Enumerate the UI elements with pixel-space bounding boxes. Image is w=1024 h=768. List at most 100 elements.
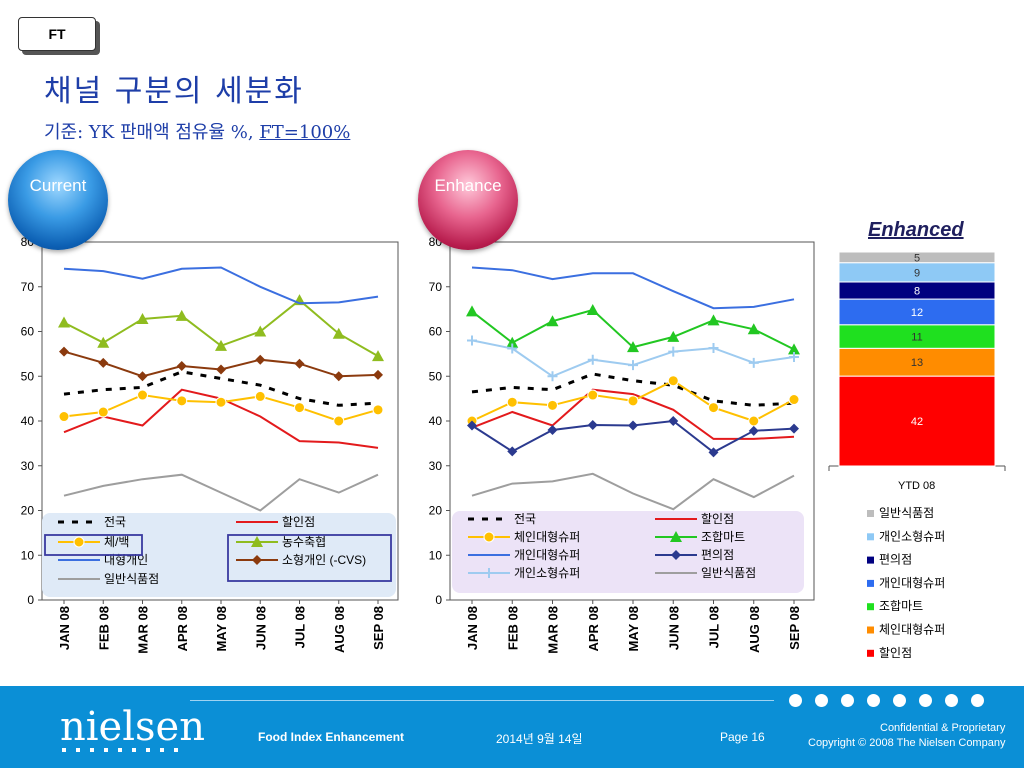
- page-title: 채널 구분의 세분화: [44, 74, 304, 109]
- y-tick-label: 20: [429, 504, 443, 518]
- legend-label: 체인대형슈퍼: [514, 530, 580, 544]
- data-point: [506, 336, 519, 348]
- nielsen-logo: nielsen: [60, 704, 205, 750]
- legend-highlight-box: [44, 534, 143, 556]
- x-tick-label: MAY 08: [626, 606, 641, 652]
- bar-legend-label: 조합마트: [879, 599, 923, 613]
- legend-marker: [484, 568, 494, 578]
- data-point: [294, 358, 305, 369]
- data-point: [136, 312, 149, 324]
- bar-legend-label: 편의점: [879, 553, 912, 567]
- data-point: [372, 404, 384, 416]
- x-tick-label: JAN 08: [57, 606, 72, 650]
- x-tick-label: JUL 08: [707, 606, 722, 648]
- ytd-label: YTD 08: [898, 480, 936, 492]
- series-line: [63, 473, 379, 512]
- data-point: [788, 394, 800, 406]
- nielsen-logo-dots: [62, 748, 182, 752]
- data-point: [628, 360, 638, 371]
- data-point: [255, 354, 266, 365]
- data-point: [668, 416, 679, 426]
- data-point: [333, 415, 345, 427]
- ft-badge: FT: [18, 17, 96, 51]
- bar-legend-swatch: [867, 510, 874, 517]
- bar-segment: [838, 298, 996, 326]
- data-point: [215, 396, 227, 408]
- x-tick-label: APR 08: [586, 606, 601, 652]
- data-point: [98, 357, 109, 368]
- y-tick-label: 70: [429, 280, 443, 294]
- data-point: [628, 420, 638, 431]
- bar-legend-label: 일반식품점: [879, 506, 934, 520]
- bar-legend-label: 개인대형슈퍼: [879, 576, 945, 590]
- x-tick-label: AUG 08: [332, 606, 347, 653]
- data-point: [748, 425, 759, 436]
- y-tick-label: 10: [429, 548, 443, 562]
- footer-copyright: Copyright © 2008 The Nielsen Company: [808, 737, 1006, 749]
- y-tick-label: 70: [21, 280, 35, 294]
- legend-label: 대형개인: [104, 553, 148, 567]
- legend-box: [452, 511, 804, 593]
- series-line: [471, 266, 795, 310]
- bar-segment: [838, 251, 996, 264]
- data-point: [547, 424, 558, 435]
- bar-value-label: 42: [911, 416, 923, 428]
- y-tick-label: 10: [21, 548, 35, 562]
- y-tick-label: 40: [21, 414, 35, 428]
- data-point: [507, 446, 518, 457]
- legend-label: 일반식품점: [701, 566, 756, 580]
- x-tick-label: MAY 08: [214, 606, 229, 652]
- data-point: [58, 411, 70, 423]
- footer-dot: [945, 694, 958, 707]
- bar-value-label: 12: [911, 307, 923, 319]
- legend-label: 편의점: [701, 548, 734, 562]
- data-point: [254, 325, 267, 337]
- series-line: [63, 266, 379, 305]
- legend-marker: [73, 536, 85, 548]
- bar-legend-swatch: [867, 649, 874, 657]
- series-line: [471, 472, 795, 511]
- bar-legend-label: 체인대형슈퍼: [879, 623, 945, 637]
- data-point: [175, 309, 188, 321]
- data-point: [59, 346, 69, 357]
- bar-legend-swatch: [867, 579, 874, 587]
- data-point: [137, 389, 148, 401]
- data-point: [708, 343, 719, 354]
- x-tick-label: MAR 08: [136, 606, 151, 654]
- x-tick-label: JAN 08: [465, 606, 480, 650]
- footer-page: Page 16: [720, 730, 765, 744]
- x-tick-label: FEB 08: [96, 606, 111, 650]
- data-point: [506, 396, 518, 408]
- legend-label: 농수축협: [282, 535, 326, 549]
- footer-dot: [789, 694, 802, 707]
- legend-label: 조합마트: [701, 530, 745, 544]
- bar-value-label: 13: [911, 357, 923, 369]
- footer-dot: [893, 694, 906, 707]
- data-point: [58, 316, 70, 328]
- legend-label: 전국: [104, 515, 126, 529]
- page-subtitle: 기준: YK 판매액 점유율 %, FT=100%: [44, 118, 350, 144]
- legend-label: 소형개인 (-CVS): [282, 553, 366, 567]
- data-point: [667, 375, 679, 387]
- data-point: [668, 346, 679, 357]
- data-point: [667, 330, 680, 342]
- subtitle-prefix: 기준: YK 판매액 점유율 %,: [44, 122, 260, 143]
- data-point: [333, 371, 344, 382]
- data-point: [176, 395, 188, 407]
- data-point: [137, 371, 148, 382]
- data-point: [708, 402, 719, 414]
- footer-dot: [971, 694, 984, 707]
- x-tick-label: APR 08: [175, 606, 190, 652]
- x-tick-label: JUL 08: [293, 606, 308, 648]
- x-tick-label: SEP 08: [371, 606, 386, 650]
- bar-value-label: 5: [914, 252, 920, 264]
- legend-marker: [252, 555, 262, 565]
- data-point: [97, 336, 110, 348]
- bar-value-label: 8: [914, 286, 920, 298]
- data-point: [467, 335, 477, 346]
- series-line: [63, 370, 379, 407]
- data-point: [586, 304, 599, 316]
- bar-legend-swatch: [867, 556, 874, 564]
- bar-value-label: 9: [914, 267, 920, 279]
- current-bubble: Current: [8, 150, 108, 250]
